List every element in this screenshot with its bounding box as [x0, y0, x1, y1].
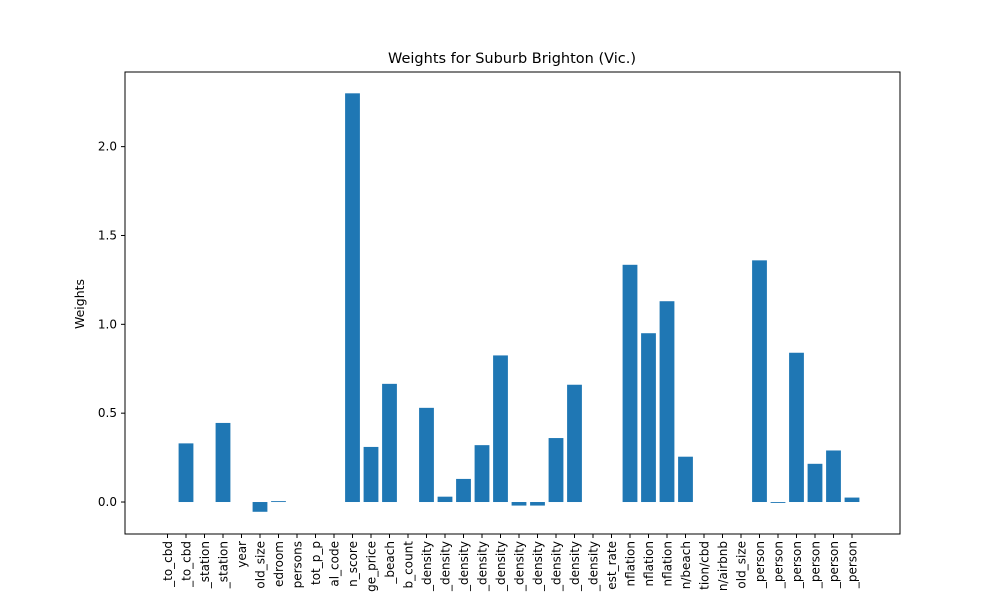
- x-tick-label: _density: [587, 541, 601, 592]
- x-tick-label: _station: [217, 541, 231, 589]
- bar: [567, 384, 582, 503]
- x-tick-label: _density: [439, 541, 453, 592]
- x-tick-label: est_rate: [605, 541, 619, 590]
- x-tick-label: edroom: [272, 541, 286, 587]
- x-tick-label: _to_cbd: [161, 541, 175, 588]
- bar: [382, 383, 397, 503]
- bar: [659, 301, 675, 503]
- x-tick-label: _station: [198, 541, 212, 589]
- bar: [511, 502, 527, 506]
- x-tick-label: _density: [420, 541, 434, 592]
- x-tick-label: year: [235, 541, 249, 568]
- x-tick-label: _density: [476, 541, 490, 592]
- bar: [178, 443, 194, 503]
- x-tick-label: _person: [790, 541, 804, 589]
- x-tick-label: al_code: [328, 541, 342, 587]
- x-tick-label: _density: [513, 541, 527, 592]
- x-tick-label: _density: [531, 541, 545, 592]
- bar: [419, 407, 434, 503]
- y-tick-label: 0.0: [98, 495, 117, 509]
- bar: [789, 352, 804, 503]
- x-tick-label: _person: [846, 541, 860, 589]
- x-tick-label: tot_p_p: [309, 541, 323, 585]
- y-axis-label: Weights: [72, 279, 87, 329]
- bar: [456, 478, 471, 503]
- y-tick-label: 2.0: [98, 140, 117, 154]
- x-tick-label: tion/cbd: [698, 541, 712, 590]
- x-tick-label: old_size: [735, 541, 749, 589]
- x-tick-label: n_score: [346, 541, 360, 587]
- plot-frame: [124, 71, 901, 535]
- bar: [807, 463, 823, 503]
- bar: [252, 502, 268, 512]
- x-tick-label: _to_cbd: [180, 541, 194, 588]
- y-ticks-group: 0.0 0.5 1.0 1.5 2.0: [98, 140, 125, 509]
- bar: [215, 422, 231, 503]
- x-tick-label: _density: [568, 541, 582, 592]
- x-tick-label: _person: [827, 541, 841, 589]
- bar: [678, 456, 693, 503]
- x-tick-label: n/beach: [679, 541, 693, 589]
- bar: [345, 93, 360, 503]
- bar: [752, 260, 767, 503]
- x-tick-label: ge_price: [365, 541, 379, 592]
- x-tick-label: nflation: [642, 541, 656, 587]
- x-tick-label: persons: [291, 541, 305, 588]
- bar: [530, 502, 545, 506]
- x-tick-label: old_size: [254, 541, 268, 589]
- x-tick-label: _density: [457, 541, 471, 592]
- bar: [826, 450, 841, 503]
- bar: [271, 501, 286, 503]
- x-tick-label: _person: [753, 541, 767, 589]
- bar: [474, 445, 490, 503]
- bars-group: [178, 93, 860, 512]
- bar: [622, 264, 638, 503]
- y-tick-label: 1.0: [98, 317, 117, 331]
- x-tick-label: _beach: [383, 541, 397, 585]
- x-tick-label: _person: [809, 541, 823, 589]
- bar: [493, 355, 508, 503]
- y-tick-label: 1.5: [98, 228, 117, 242]
- chart-title: Weights for Suburb Brighton (Vic.): [388, 51, 636, 67]
- x-tick-label: nflation: [661, 541, 675, 587]
- x-tick-label: nflation: [624, 541, 638, 587]
- bar: [548, 438, 564, 503]
- bar: [363, 446, 379, 503]
- bar: [437, 496, 453, 503]
- x-tick-label: n/airbnb: [716, 541, 730, 591]
- bar: [844, 497, 860, 503]
- x-tick-label: _density: [550, 541, 564, 592]
- x-tick-label: _person: [772, 541, 786, 589]
- x-ticks-group: _to_cbd _to_cbd _station _station year old_si…: [161, 534, 860, 592]
- bar: [770, 502, 786, 503]
- bar: [641, 333, 656, 503]
- x-tick-label: b_count: [402, 541, 416, 589]
- x-tick-label: _density: [494, 541, 508, 592]
- y-tick-label: 0.5: [98, 406, 117, 420]
